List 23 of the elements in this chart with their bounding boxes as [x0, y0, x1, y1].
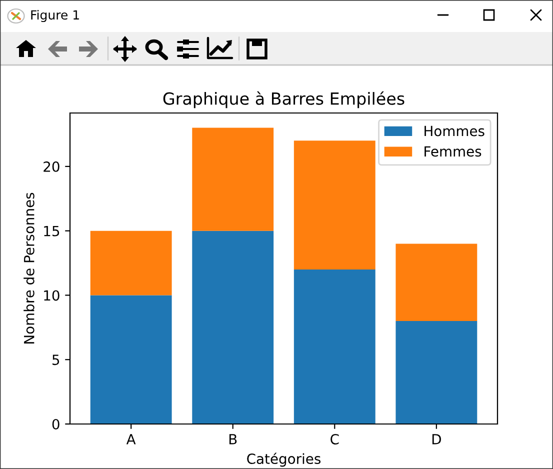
x-tick-label: A [126, 434, 136, 444]
bar [90, 295, 172, 424]
legend-label: Femmes [424, 146, 482, 157]
y-tick-label: 10 [44, 290, 60, 301]
bar [396, 320, 478, 424]
chart-title: Graphique à Barres Empilées [163, 91, 404, 108]
caption: Figure 1 [31, 10, 79, 22]
bar [192, 230, 274, 424]
bar [90, 230, 172, 296]
y-tick-label: 0 [52, 418, 60, 430]
bar [192, 128, 274, 231]
y-tick-label: 15 [44, 226, 60, 236]
x-tick-label: D [432, 434, 441, 444]
bar [396, 244, 478, 321]
x-axis-title: Catégories [247, 452, 320, 467]
y-tick-label: 5 [52, 354, 60, 366]
y-tick-label: 20 [44, 161, 60, 172]
x-tick-label: B [229, 434, 237, 444]
bar [294, 140, 376, 270]
legend-label: Hommes [424, 126, 484, 136]
bar [294, 269, 376, 424]
x-tick-label: C [330, 434, 339, 444]
y-axis-title: Nombre de Personnes [24, 192, 34, 344]
